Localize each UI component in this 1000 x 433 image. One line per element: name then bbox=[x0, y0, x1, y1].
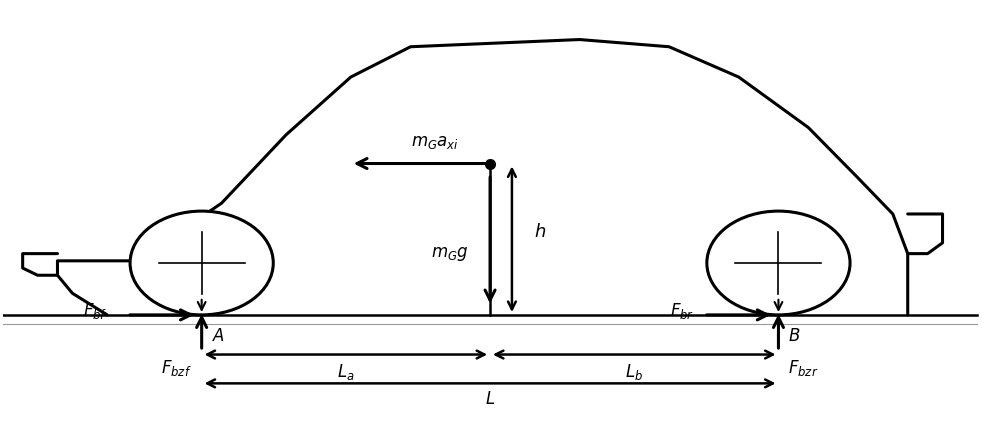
Text: $F_{bf}$: $F_{bf}$ bbox=[83, 301, 107, 321]
Text: $L$: $L$ bbox=[485, 391, 495, 407]
Circle shape bbox=[130, 211, 273, 315]
Text: $F_{br}$: $F_{br}$ bbox=[670, 301, 694, 321]
Text: $L_b$: $L_b$ bbox=[625, 362, 643, 382]
Text: $F_{bzf}$: $F_{bzf}$ bbox=[161, 358, 192, 378]
Text: $B$: $B$ bbox=[788, 328, 801, 345]
Text: $L_a$: $L_a$ bbox=[337, 362, 355, 382]
Text: $A$: $A$ bbox=[212, 328, 225, 345]
Circle shape bbox=[707, 211, 850, 315]
Text: $F_{bzr}$: $F_{bzr}$ bbox=[788, 358, 819, 378]
Text: $h$: $h$ bbox=[534, 223, 546, 241]
Text: $m_Ga_{xi}$: $m_Ga_{xi}$ bbox=[411, 133, 459, 151]
Text: $m_Gg$: $m_Gg$ bbox=[431, 245, 468, 263]
